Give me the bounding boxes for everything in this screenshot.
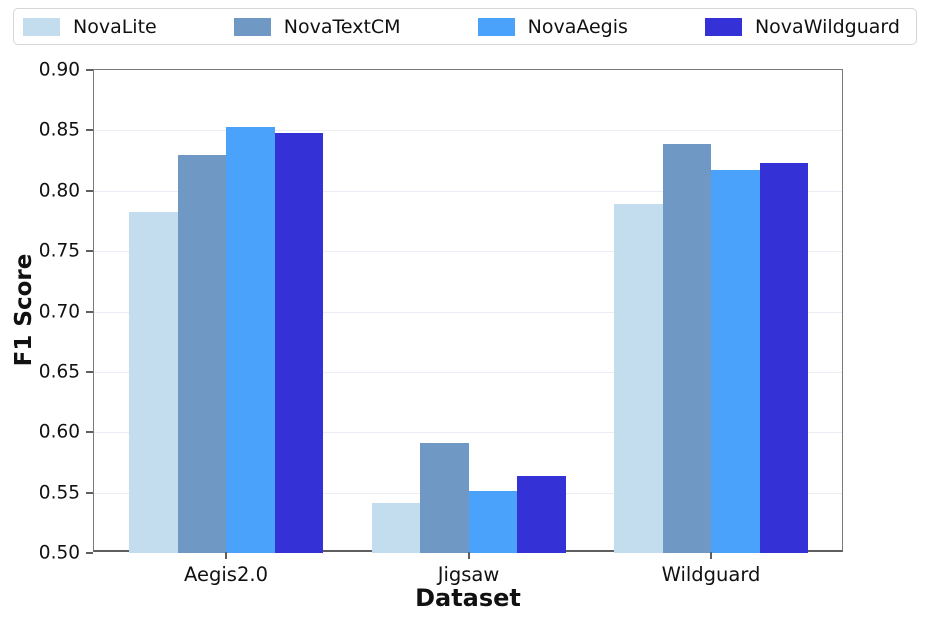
y-axis-label: F1 Score xyxy=(11,253,37,367)
x-tick-mark xyxy=(225,552,227,559)
y-tick-mark xyxy=(86,431,93,434)
legend-item-novaaegis: NovaAegis xyxy=(477,15,628,38)
legend-swatch-novaaegis xyxy=(477,17,515,36)
legend-label: NovaAegis xyxy=(527,15,628,38)
bar-novatextcm-wildguard xyxy=(662,143,711,553)
y-tick-label: 0.70 xyxy=(38,301,80,322)
bar-novalite-jigsaw xyxy=(371,503,420,553)
legend-swatch-novawildguard xyxy=(704,17,742,36)
y-tick-mark xyxy=(86,69,93,71)
bar-novawildguard-wildguard xyxy=(759,162,808,553)
x-tick-label: Wildguard xyxy=(661,563,761,586)
gridline xyxy=(94,311,842,313)
legend-item-novawildguard: NovaWildguard xyxy=(704,15,900,38)
bar-novatextcm-aegis2.0 xyxy=(177,154,226,553)
y-tick-label: 0.65 xyxy=(38,361,80,383)
legend-item-novalite: NovaLite xyxy=(23,16,157,38)
bar-novalite-aegis2.0 xyxy=(129,212,178,553)
y-tick-label: 0.75 xyxy=(38,240,80,262)
x-tick-label: Aegis2.0 xyxy=(184,563,268,586)
x-tick-label: Jigsaw xyxy=(437,563,500,586)
y-tick-mark xyxy=(86,552,93,554)
plot-area: 0.50 0.55 0.60 0.65 0.70 0.75 0.80 0.85 0.90 Aegi… xyxy=(39,60,843,586)
y-tick-mark xyxy=(86,491,93,494)
legend-label: NovaTextCM xyxy=(283,15,401,38)
legend-swatch-novatextcm xyxy=(233,17,271,36)
bar-novalite-wildguard xyxy=(614,204,663,553)
bar-novawildguard-aegis2.0 xyxy=(274,132,323,553)
x-axis-label: Dataset xyxy=(415,584,521,612)
bar-novaaegis-jigsaw xyxy=(468,491,517,553)
bar-novaaegis-aegis2.0 xyxy=(226,126,275,553)
gridline xyxy=(94,190,842,192)
y-tick-label: 0.90 xyxy=(38,59,80,81)
gridline xyxy=(94,371,842,373)
gridline xyxy=(94,432,842,434)
y-tick-label: 0.60 xyxy=(38,421,80,443)
gridline xyxy=(94,130,842,132)
y-tick-mark xyxy=(86,310,93,313)
legend-label: NovaWildguard xyxy=(754,15,900,38)
legend-swatch-novalite xyxy=(23,17,60,36)
y-tick-label: 0.50 xyxy=(38,542,80,564)
x-tick-mark xyxy=(467,552,470,559)
y-tick-mark xyxy=(86,370,93,373)
bar-novatextcm-jigsaw xyxy=(420,443,469,553)
y-tick-mark xyxy=(86,189,93,192)
bar-novaaegis-wildguard xyxy=(711,170,760,553)
y-tick-label: 0.85 xyxy=(38,119,80,141)
gridline xyxy=(94,251,842,253)
y-tick-mark xyxy=(86,129,93,132)
legend-item-novatextcm: NovaTextCM xyxy=(233,15,401,38)
bar-novawildguard-jigsaw xyxy=(517,475,566,553)
y-tick-label: 0.55 xyxy=(38,482,80,504)
legend-label: NovaLite xyxy=(73,15,157,38)
y-tick-label: 0.80 xyxy=(38,180,80,202)
legend: NovaLite NovaTextCM NovaAegis NovaWildguard xyxy=(13,8,917,45)
y-tick-mark xyxy=(86,250,93,253)
x-tick-mark xyxy=(710,552,712,559)
